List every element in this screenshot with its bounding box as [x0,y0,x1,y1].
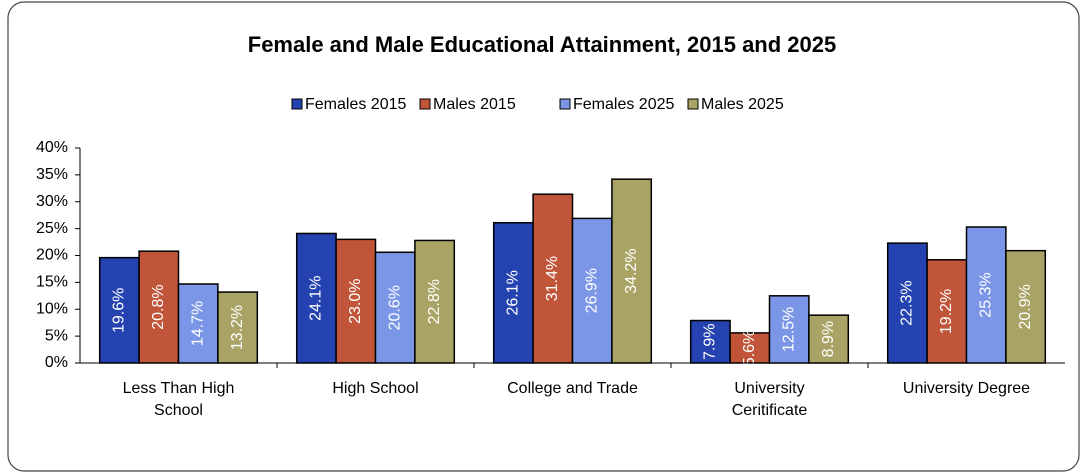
y-tick-label: 25% [36,220,68,237]
y-tick-label: 20% [36,247,68,264]
bar [1005,249,1047,364]
y-tick-label: 35% [36,166,68,183]
legend-label: Males 2015 [433,96,516,113]
data-label: 5.6% [741,330,758,366]
bar [414,239,456,364]
data-label: 26.1% [505,270,522,315]
data-label: 20.9% [1017,284,1034,329]
y-tick-label: 15% [36,274,68,291]
y-tick-label: 10% [36,300,68,317]
y-tick-label: 5% [45,327,68,344]
data-label: 25.3% [977,272,994,317]
x-tick-label: High School [332,380,418,397]
legend-swatch [687,98,699,110]
bar [335,238,377,364]
data-label: 23.0% [347,279,364,324]
data-label: 8.9% [820,321,837,357]
bar [571,217,613,364]
legend-label: Females 2015 [305,96,406,113]
y-tick-label: 30% [36,193,68,210]
bar [886,242,928,364]
data-label: 13.2% [229,305,246,350]
data-label: 20.8% [150,284,167,329]
x-tick-label: Less Than High School [123,380,235,419]
bar [98,256,140,364]
data-label: 34.2% [623,248,640,293]
bar [926,259,968,364]
legend-swatch [419,98,431,110]
bar [177,283,219,364]
y-tick-label: 0% [45,354,68,371]
chart-title: Female and Male Educational Attainment, … [248,32,837,57]
data-label: 22.3% [899,280,916,325]
data-label: 26.9% [583,268,600,313]
data-label: 7.9% [702,324,719,360]
data-label: 31.4% [544,256,561,301]
x-tick-label: University Degree [903,380,1030,397]
y-tick-label: 40% [36,139,68,156]
data-label: 19.6% [111,288,128,333]
legend-swatch [559,98,571,110]
data-label: 14.7% [189,301,206,346]
data-label: 19.2% [938,289,955,334]
data-label: 20.6% [386,285,403,330]
legend-swatch [291,98,303,110]
legend-label: Females 2025 [573,96,674,113]
data-label: 12.5% [780,307,797,352]
bar [532,193,574,364]
bar [492,221,534,364]
x-tick-label: College and Trade [507,380,638,397]
data-label: 22.8% [426,279,443,324]
bar [965,226,1007,364]
data-label: 24.1% [308,276,325,321]
legend-label: Males 2025 [701,96,784,113]
x-tick-label: University Ceritificate [732,380,808,419]
bar [689,319,731,364]
